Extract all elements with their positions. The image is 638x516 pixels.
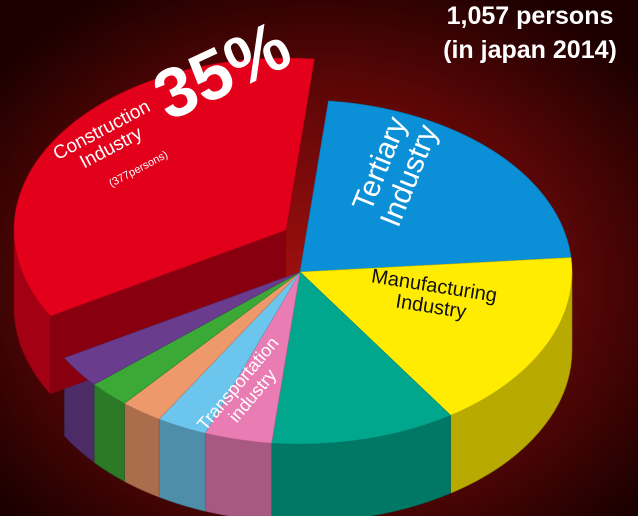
slice — [271, 271, 452, 445]
slice — [299, 257, 573, 416]
slice — [63, 271, 301, 385]
slice — [13, 57, 315, 317]
slice-side — [158, 418, 206, 512]
pie: ConstructionIndustry TertiaryIndustryManu… — [13, 5, 573, 516]
slice — [299, 100, 572, 273]
slice-side — [204, 432, 272, 516]
chart-title: 1,057 persons — [447, 2, 614, 30]
chart-subtitle: (in japan 2014) — [443, 36, 617, 64]
slice-side — [124, 402, 160, 498]
